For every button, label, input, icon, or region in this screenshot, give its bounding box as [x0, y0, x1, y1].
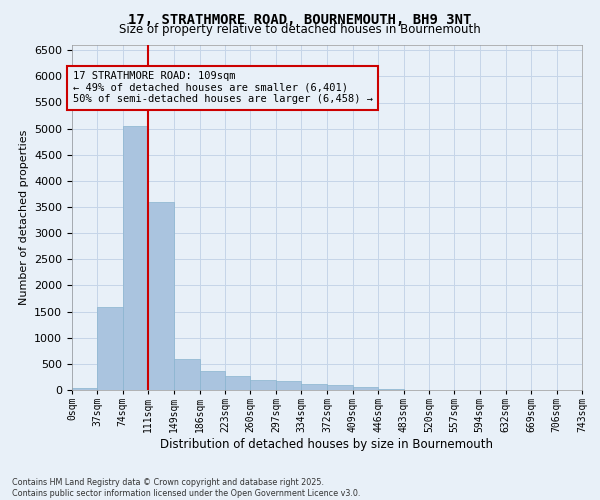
- Text: 17, STRATHMORE ROAD, BOURNEMOUTH, BH9 3NT: 17, STRATHMORE ROAD, BOURNEMOUTH, BH9 3N…: [128, 12, 472, 26]
- Text: Contains HM Land Registry data © Crown copyright and database right 2025.
Contai: Contains HM Land Registry data © Crown c…: [12, 478, 361, 498]
- Bar: [301, 384, 328, 390]
- Bar: [353, 388, 378, 390]
- Bar: [148, 202, 174, 390]
- Bar: [200, 370, 225, 390]
- Bar: [72, 388, 97, 390]
- Bar: [174, 358, 200, 390]
- Y-axis label: Number of detached properties: Number of detached properties: [19, 130, 29, 305]
- Bar: [97, 308, 123, 390]
- Bar: [123, 126, 148, 390]
- Bar: [276, 381, 301, 390]
- Bar: [328, 385, 353, 390]
- Bar: [225, 376, 250, 390]
- X-axis label: Distribution of detached houses by size in Bournemouth: Distribution of detached houses by size …: [161, 438, 493, 451]
- Text: Size of property relative to detached houses in Bournemouth: Size of property relative to detached ho…: [119, 22, 481, 36]
- Text: 17 STRATHMORE ROAD: 109sqm
← 49% of detached houses are smaller (6,401)
50% of s: 17 STRATHMORE ROAD: 109sqm ← 49% of deta…: [73, 71, 373, 104]
- Bar: [250, 380, 276, 390]
- Bar: [378, 389, 404, 390]
